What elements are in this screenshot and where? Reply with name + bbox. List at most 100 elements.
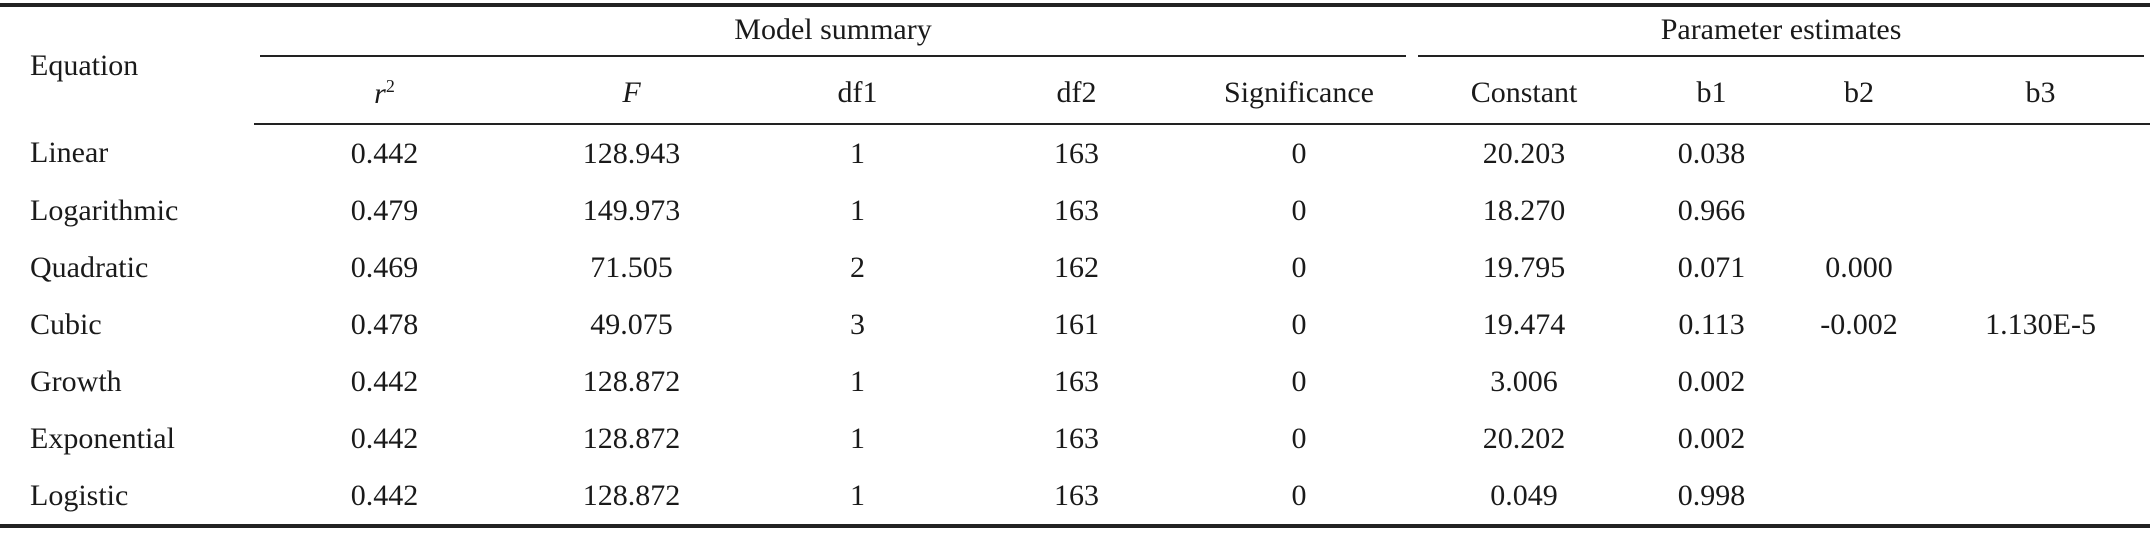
column-label: b2 [1844,76,1875,109]
table-body: Linear 0.442 128.943 1 163 0 20.203 0.038 Logari… [0,124,2150,528]
column-label-sup: 2 [385,75,395,96]
cell: 0.442 [350,136,419,170]
column-header: F [515,63,748,125]
cell: 1.130E-5 [1985,307,2096,341]
row-label: Cubic [30,307,102,341]
cell: 0.002 [1677,364,1746,398]
cell [1787,467,1932,528]
cell [1931,124,2150,182]
cell: 128.943 [582,136,681,170]
column-label: b1 [1696,76,1727,109]
header-cell: Equation [0,3,254,124]
cell: 0 [1186,467,1413,528]
cell: 71.505 [590,250,673,284]
cell: 0.478 [350,307,419,341]
table-row: Growth 0.442 128.872 1 163 0 3.006 0.002 [0,353,2150,410]
cell: 1 [850,193,865,227]
cell [1787,124,1931,182]
column-label: Constant [1470,76,1578,109]
column-header: Constant [1412,63,1637,125]
cell: 19.474 [1482,307,1566,341]
cell [1931,239,2150,296]
cell [1787,353,1931,410]
cell: 163 [1054,193,1099,227]
cell: 20.202 [1482,421,1566,455]
cell: 0.002 [1677,421,1746,455]
group-label: Parameter estimates [1418,13,2145,57]
column-header: Significance [1186,63,1413,125]
cell: 20.203 [1482,136,1566,170]
column-header: b1 [1636,63,1788,125]
cell: 0 [1291,250,1307,284]
cell [1931,467,2150,528]
cell: 0.442 [350,364,419,398]
cell: -0.002 [1820,307,1898,341]
cell: 0 [1291,136,1307,170]
row-label: Logistic [0,467,254,528]
cell: 0 [1291,193,1307,227]
cell: 163 [1054,421,1099,455]
group-header-row: Equation Model summary Parameter estimat… [0,3,2150,124]
column-label: Significance [1224,76,1374,109]
cell: 163 [1054,136,1099,170]
cell: 128.872 [582,421,681,455]
cell: 0 [1291,364,1307,398]
row-label: Growth [30,364,122,398]
cell: 0.038 [1677,136,1746,170]
cell: 163 [967,467,1186,528]
row-label: Logarithmic [30,193,179,227]
table-row: Logistic 0.442 128.872 1 163 0 0.049 0.998 [0,467,2150,528]
cell: 162 [1054,250,1099,284]
cell: 149.973 [582,193,681,227]
row-label: Quadratic [30,250,149,284]
table-row: Logarithmic 0.479 149.973 1 163 0 18.270 0.966 [0,182,2150,239]
cell: 3 [850,307,865,341]
table-row: Linear 0.442 128.943 1 163 0 20.203 0.038 [0,124,2150,182]
cell [1787,410,1931,467]
cell: 3.006 [1490,364,1558,398]
cell [1931,410,2150,467]
group-label: Model summary [260,13,1407,57]
cell: 128.872 [582,364,681,398]
results-table: Equation Model summary Parameter estimat… [0,3,2150,528]
cell: 0.113 [1678,307,1745,341]
cell: 1 [748,467,967,528]
column-header: df1 [748,63,967,125]
table-row: Exponential 0.442 128.872 1 163 0 20.202 0.002 [0,410,2150,467]
cell: 2 [850,250,865,284]
column-label: r [374,76,386,110]
cell: 128.872 [515,467,748,528]
cell: 0.049 [1412,467,1637,528]
column-label: df2 [1056,76,1097,109]
row-label: Linear [30,136,109,169]
cell [1787,182,1931,239]
cell: 0.442 [254,467,515,528]
cell: 0.479 [350,193,419,227]
cell: 0 [1291,307,1307,341]
table-head: Equation Model summary Parameter estimat… [0,3,2150,125]
cell: 19.795 [1482,250,1566,284]
group-header: Model summary [254,3,1413,63]
column-header: r2 [254,63,515,125]
column-header: b2 [1787,63,1932,125]
cell [1931,182,2150,239]
cell: 0 [1291,421,1307,455]
cell: 163 [1054,364,1099,398]
column-header: b3 [1931,63,2150,125]
table-row: Quadratic 0.469 71.505 2 162 0 19.795 0.071 0.00… [0,239,2150,296]
cell: 0.071 [1677,250,1746,284]
column-label: df1 [837,76,878,109]
cell [1931,353,2150,410]
row-label: Exponential [30,421,175,455]
column-label: F [622,76,641,109]
cell: 49.075 [590,307,673,341]
cell: 0.000 [1825,250,1893,284]
column-header: df2 [967,63,1186,125]
cell: 161 [1054,307,1099,341]
cell: 0.469 [350,250,419,284]
group-header: Parameter estimates [1412,3,2150,63]
cell: 0.966 [1677,193,1746,227]
page: Equation Model summary Parameter estimat… [0,3,2150,538]
cell: 0.998 [1636,467,1788,528]
